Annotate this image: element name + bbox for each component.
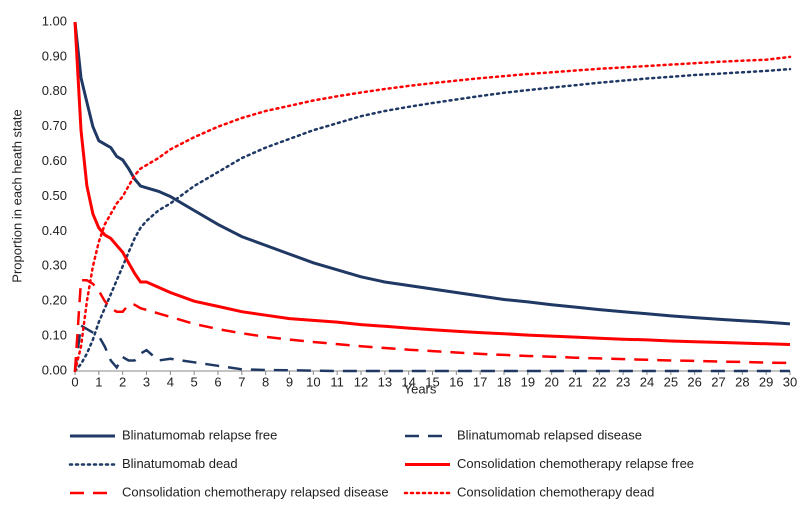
y-tick-label: 0.70: [42, 118, 67, 133]
x-tick-label: 18: [497, 374, 511, 389]
x-tick-label: 21: [568, 374, 582, 389]
x-tick-label: 12: [354, 374, 368, 389]
x-tick-label: 26: [687, 374, 701, 389]
series-line: [73, 323, 790, 373]
y-tick-label: 0.50: [42, 188, 67, 203]
x-tick-label: 30: [783, 374, 797, 389]
y-tick-label: 0.80: [42, 83, 67, 98]
legend-label: Consolidation chemotherapy relapsed dise…: [122, 484, 389, 499]
x-tick-label: 13: [378, 374, 392, 389]
x-tick-label: 10: [306, 374, 320, 389]
x-tick-label: 4: [167, 374, 174, 389]
series-line: [73, 67, 792, 373]
series-line: [73, 279, 791, 372]
legend-label: Blinatumomab dead: [122, 456, 238, 471]
y-tick-label: 0.10: [42, 328, 67, 343]
x-tick-label: 27: [711, 374, 725, 389]
x-tick-label: 16: [449, 374, 463, 389]
legend-label: Consolidation chemotherapy relapse free: [457, 456, 694, 471]
y-tick-label: 0.20: [42, 293, 67, 308]
legend-label: Consolidation chemotherapy dead: [457, 484, 654, 499]
series-line: [73, 21, 791, 346]
x-tick-label: 15: [425, 374, 439, 389]
x-tick-label: 24: [640, 374, 654, 389]
y-tick-label: 0.00: [42, 362, 67, 377]
x-tick-label: 29: [759, 374, 773, 389]
y-axis-label: Proportion in each heath state: [9, 109, 24, 282]
x-tick-label: 28: [735, 374, 749, 389]
x-tick-label: 22: [592, 374, 606, 389]
y-tick-label: 0.90: [42, 48, 67, 63]
series-line: [73, 55, 792, 373]
x-tick-label: 14: [401, 374, 415, 389]
x-tick-label: 7: [238, 374, 245, 389]
x-tick-label: 17: [473, 374, 487, 389]
x-tick-label: 23: [616, 374, 630, 389]
y-tick-label: 0.60: [42, 153, 67, 168]
x-tick-label: 19: [521, 374, 535, 389]
x-tick-label: 3: [143, 374, 150, 389]
legend-label: Blinatumomab relapsed disease: [457, 427, 642, 442]
x-tick-label: 20: [544, 374, 558, 389]
x-tick-label: 1: [95, 374, 102, 389]
series-line: [73, 21, 791, 326]
x-tick-label: 0: [71, 374, 78, 389]
x-tick-label: 5: [191, 374, 198, 389]
x-tick-label: 9: [286, 374, 293, 389]
y-tick-label: 0.40: [42, 223, 67, 238]
x-tick-label: 11: [330, 374, 344, 389]
x-tick-label: 6: [214, 374, 221, 389]
x-tick-label: 8: [262, 374, 269, 389]
x-tick-label: 25: [664, 374, 678, 389]
legend-label: Blinatumomab relapse free: [122, 427, 277, 442]
x-tick-label: 2: [119, 374, 126, 389]
y-tick-label: 1.00: [42, 13, 67, 28]
x-axis-label: Years: [404, 381, 437, 396]
y-tick-label: 0.30: [42, 258, 67, 273]
